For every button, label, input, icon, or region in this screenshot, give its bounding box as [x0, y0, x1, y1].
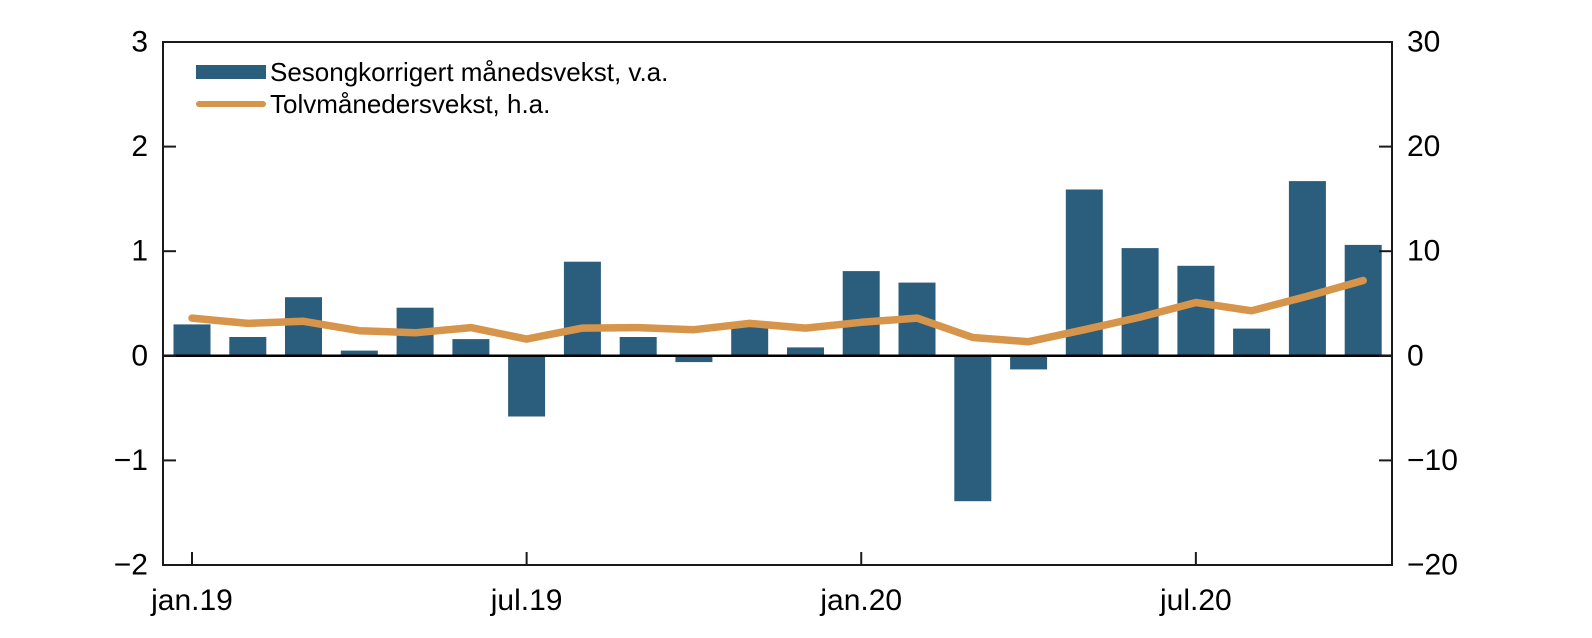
bar-okt.20	[1344, 244, 1382, 356]
bar-jul.20	[1177, 265, 1215, 356]
bar-sep.20	[1288, 181, 1326, 356]
bar-apr.20	[1010, 355, 1048, 370]
bar-series	[173, 181, 1382, 502]
bar-series-label: Sesongkorrigert månedsvekst, v.a.	[270, 56, 669, 87]
bar-series-swatch	[196, 65, 266, 79]
bar-jan.19	[173, 324, 211, 356]
bar-jun.19	[452, 339, 490, 356]
right-axis-tick-label: 10	[1407, 235, 1440, 268]
line-series-swatch	[196, 101, 266, 107]
bar-jul.19	[508, 355, 546, 417]
right-axis-tick-label: −20	[1407, 549, 1458, 582]
bar-okt.19	[675, 355, 713, 363]
right-axis-tick-label: −10	[1407, 444, 1458, 477]
left-axis-tick-label: 1	[131, 235, 148, 268]
bar-nov.19	[731, 326, 769, 356]
plot-border	[162, 41, 1393, 566]
x-axis-tick-label: jul.19	[490, 584, 563, 617]
bar-aug.20	[1233, 328, 1271, 356]
right-axis-tick-label: 30	[1407, 26, 1440, 59]
bar-aug.19	[563, 261, 601, 356]
x-axis-tick-label: jan.20	[819, 584, 902, 617]
chart-legend: Sesongkorrigert månedsvekst, v.a. Tolvmå…	[196, 56, 669, 119]
line-series-label: Tolvmånedersvekst, h.a.	[270, 88, 551, 119]
left-axis-tick-label: −2	[114, 549, 148, 582]
bar-sep.19	[619, 337, 657, 356]
legend-item-line-series: Tolvmånedersvekst, h.a.	[196, 88, 668, 119]
left-axis-tick-label: 3	[131, 26, 148, 59]
bar-feb.19	[229, 337, 267, 356]
axis-ticks	[163, 41, 1392, 566]
legend-item-bar-series: Sesongkorrigert månedsvekst, v.a.	[196, 56, 669, 87]
line-series	[188, 276, 1367, 346]
left-axis-tick-label: 0	[131, 339, 148, 372]
right-axis-tick-label: 0	[1407, 339, 1424, 372]
right-axis-tick-label: 20	[1407, 130, 1440, 163]
bar-apr.19	[340, 350, 378, 356]
x-axis-tick-label: jul.20	[1159, 584, 1232, 617]
bar-des.19	[787, 347, 824, 356]
x-axis-tick-label: jan.19	[150, 584, 233, 617]
left-axis-tick-label: 2	[131, 130, 148, 163]
bar-jun.20	[1121, 248, 1159, 356]
left-axis-tick-label: −1	[114, 444, 148, 477]
bar-jan.20	[842, 271, 880, 356]
bar-mar.20	[954, 355, 992, 502]
